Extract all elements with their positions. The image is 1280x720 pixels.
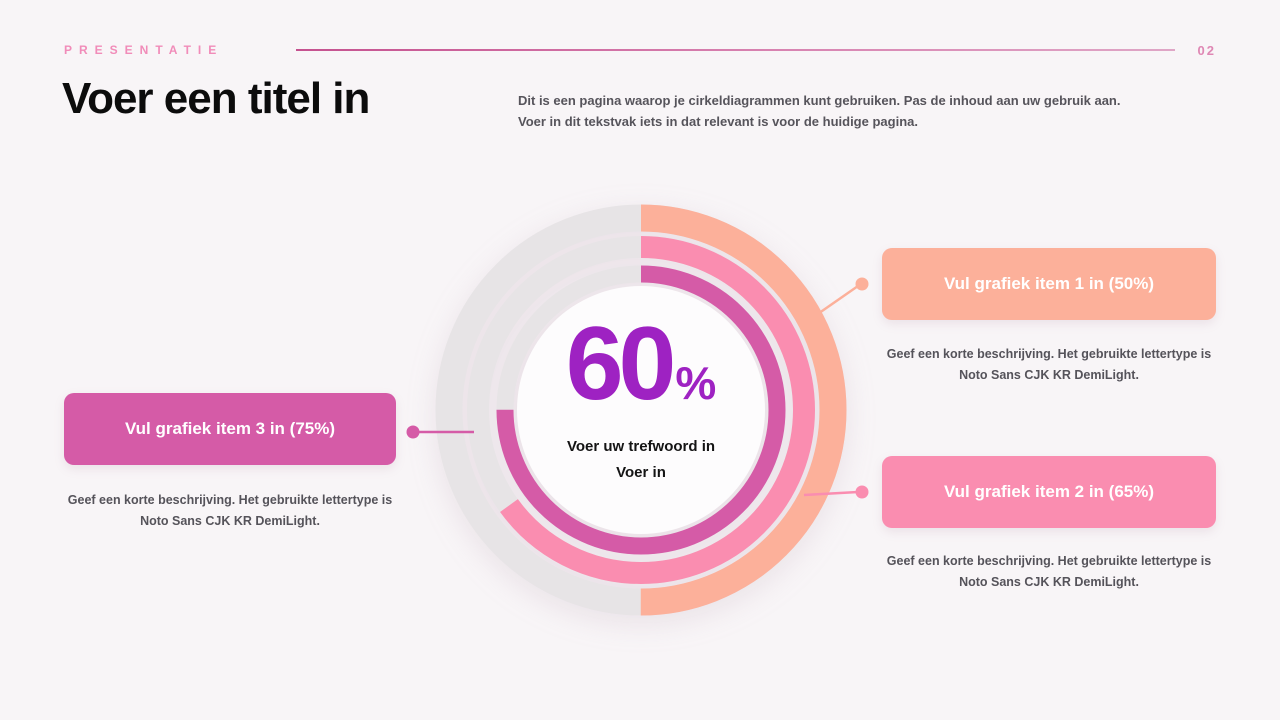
chart-item-1-label-box: Vul grafiek item 1 in (50%): [882, 248, 1216, 320]
ring-arc-1: [435, 204, 847, 616]
connector-dot-item-1: [855, 277, 869, 291]
donut-center: 60 % Voer uw trefwoord in Voer in: [461, 312, 821, 486]
description-line: Noto Sans CJK KR DemiLight.: [959, 368, 1139, 382]
donut-inner-disc: [517, 286, 765, 534]
eyebrow-label: PRESENTATIE: [64, 43, 224, 57]
description-line: Geef een korte beschrijving. Het gebruik…: [886, 347, 1212, 361]
percent-sign: %: [675, 357, 717, 409]
chart-item-2-description: Geef een korte beschrijving. Het gebruik…: [872, 551, 1226, 593]
chart-item-1-description: Geef een korte beschrijving. Het gebruik…: [872, 344, 1226, 386]
description-line: Noto Sans CJK KR DemiLight.: [959, 575, 1139, 589]
description-line: Noto Sans CJK KR DemiLight.: [140, 514, 320, 528]
description-line: Geef een korte beschrijving. Het gebruik…: [886, 554, 1212, 568]
intro-line-1: Dit is een pagina waarop je cirkeldiagra…: [518, 93, 1121, 108]
page-number: 02: [1197, 43, 1216, 58]
chart-item-3-label: Vul grafiek item 3 in (75%): [124, 419, 336, 438]
connector-dot-item-3: [406, 425, 420, 439]
center-keyword-block: Voer uw trefwoord in Voer in: [461, 434, 821, 486]
donut-rings: [435, 204, 847, 616]
intro-text: Dit is een pagina waarop je cirkeldiagra…: [518, 90, 1158, 132]
ring-arc-3: [496, 265, 786, 555]
chart-item-2-label: Vul grafiek item 2 in (65%): [943, 482, 1155, 501]
slide-title: Voer een titel in: [62, 74, 370, 123]
center-keyword-line-2: Voer in: [616, 464, 666, 481]
header-divider-line: [296, 49, 1175, 51]
chart-item-3-label-box: Vul grafiek item 3 in (75%): [64, 393, 396, 465]
intro-line-2: Voer in dit tekstvak iets in dat relevan…: [518, 114, 918, 129]
chart-item-2-label-box: Vul grafiek item 2 in (65%): [882, 456, 1216, 528]
ring-arc-2: [467, 236, 815, 584]
center-keyword-line-1: Voer uw trefwoord in: [566, 438, 716, 455]
center-value: 60: [565, 306, 677, 422]
connector-dot-item-2: [855, 485, 869, 499]
donut-chart: [435, 204, 847, 616]
donut-chart-area: [431, 200, 851, 620]
center-percentage: 60 %: [461, 312, 821, 416]
chart-item-3-description: Geef een korte beschrijving. Het gebruik…: [54, 490, 406, 532]
description-line: Geef een korte beschrijving. Het gebruik…: [67, 493, 393, 507]
chart-item-1-label: Vul grafiek item 1 in (50%): [943, 274, 1155, 293]
